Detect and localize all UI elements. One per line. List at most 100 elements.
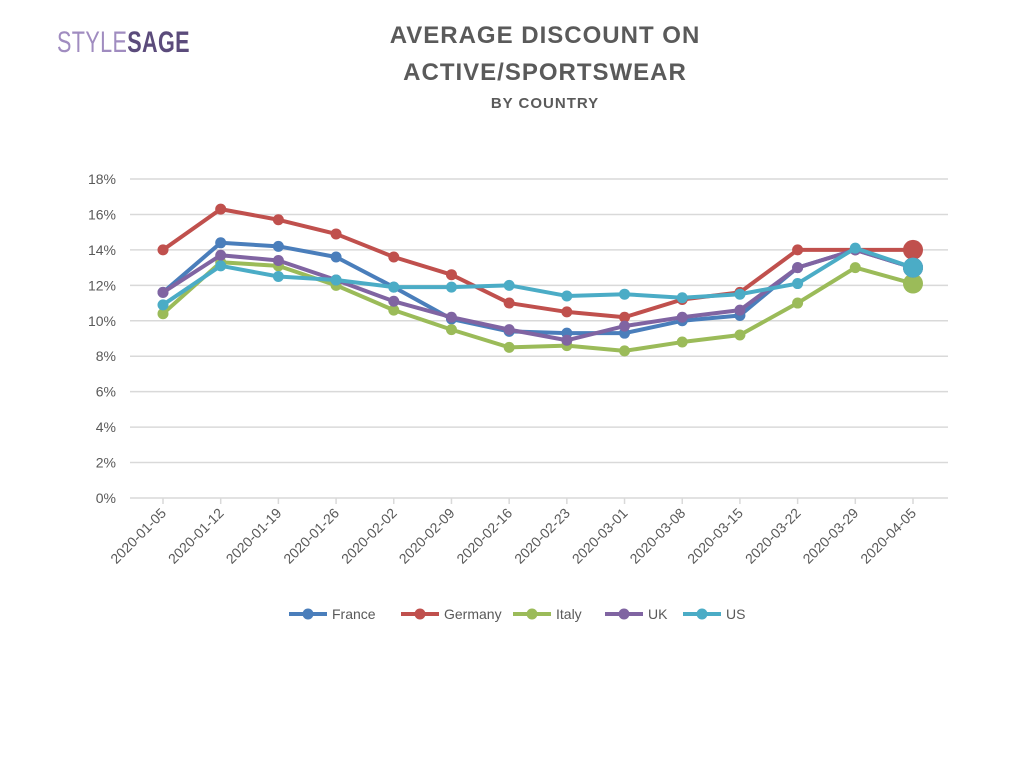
y-tick-label: 10%: [88, 313, 116, 329]
y-tick-label: 16%: [88, 206, 116, 222]
legend-item-italy: Italy: [513, 606, 582, 622]
y-tick-label: 8%: [96, 348, 116, 364]
x-tick-label: 2020-02-23: [511, 505, 573, 567]
data-point-germany: [619, 311, 631, 323]
data-point-germany: [157, 244, 169, 256]
legend-swatch-marker: [696, 608, 708, 620]
series-france: [157, 237, 923, 339]
data-point-germany: [388, 251, 400, 263]
data-point-uk: [734, 304, 746, 316]
legend-label: France: [332, 606, 376, 622]
legend-item-uk: UK: [605, 606, 668, 622]
data-point-us: [445, 281, 457, 293]
data-point-italy: [157, 308, 169, 320]
data-point-france: [330, 251, 342, 263]
data-point-us: [792, 278, 804, 290]
data-point-germany: [503, 297, 515, 309]
legend-label: US: [726, 606, 745, 622]
data-point-uk: [272, 255, 284, 267]
data-point-italy: [734, 329, 746, 341]
y-axis-ticks: 0% 2% 4% 6% 8% 10% 12% 14% 16% 18%: [88, 171, 116, 506]
x-tick-label: 2020-01-05: [107, 505, 169, 567]
series-line-uk: [161, 247, 915, 343]
logo-style-text: STYLE: [57, 26, 128, 59]
data-point-france: [215, 237, 227, 249]
data-point-germany: [272, 214, 284, 226]
data-point-us: [903, 257, 923, 278]
x-tick-label: 2020-03-15: [684, 505, 746, 567]
x-tick-label: 2020-03-08: [626, 505, 688, 567]
data-point-germany: [903, 239, 923, 260]
data-point-us: [561, 290, 573, 302]
legend-label: Italy: [556, 606, 582, 622]
y-tick-label: 2%: [96, 455, 116, 471]
x-tick-label: 2020-04-05: [857, 505, 919, 567]
data-point-germany: [792, 244, 804, 256]
data-point-uk: [157, 286, 169, 298]
data-point-uk: [388, 295, 400, 307]
data-point-italy: [619, 345, 631, 357]
data-point-uk: [676, 311, 688, 323]
y-tick-label: 6%: [96, 384, 116, 400]
data-point-us: [388, 281, 400, 293]
data-point-us: [330, 274, 342, 286]
data-point-italy: [849, 262, 861, 274]
x-tick-label: 2020-02-09: [396, 505, 458, 567]
legend-label: Germany: [444, 606, 502, 622]
gridlines: [130, 178, 948, 499]
data-point-uk: [561, 334, 573, 346]
legend-swatch-marker: [526, 608, 538, 620]
x-tick-label: 2020-01-19: [223, 505, 285, 567]
x-axis-ticks: 2020-01-052020-01-122020-01-192020-01-26…: [107, 498, 919, 567]
stylesage-logo: STYLESAGE: [57, 26, 190, 60]
data-point-us: [157, 299, 169, 311]
data-point-us: [676, 292, 688, 304]
data-point-us: [215, 260, 227, 272]
legend-label: UK: [648, 606, 668, 622]
y-tick-label: 18%: [88, 171, 116, 187]
data-point-france: [272, 240, 284, 252]
data-point-germany: [561, 306, 573, 318]
x-tick-label: 2020-02-16: [453, 505, 515, 567]
series-line-italy: [161, 260, 915, 353]
data-point-italy: [503, 341, 515, 353]
data-point-us: [272, 270, 284, 282]
x-tick-label: 2020-03-29: [799, 505, 861, 567]
data-point-uk: [503, 324, 515, 336]
data-point-italy: [903, 273, 923, 294]
data-point-uk: [445, 311, 457, 323]
data-point-italy: [792, 297, 804, 309]
chart-title-line2: ACTIVE/SPORTSWEAR: [403, 59, 687, 86]
legend-item-germany: Germany: [401, 606, 502, 622]
x-tick-label: 2020-01-26: [280, 505, 342, 567]
x-tick-label: 2020-01-12: [165, 505, 227, 567]
y-tick-label: 14%: [88, 242, 116, 258]
series-line-us: [161, 246, 915, 307]
data-point-us: [619, 288, 631, 300]
data-point-us: [849, 242, 861, 254]
y-tick-label: 4%: [96, 419, 116, 435]
logo-sage-text: SAGE: [127, 26, 190, 59]
data-point-germany: [215, 203, 227, 215]
data-point-italy: [388, 304, 400, 316]
data-point-uk: [619, 320, 631, 332]
data-point-italy: [676, 336, 688, 348]
legend-item-us: US: [683, 606, 745, 622]
legend: France Germany Italy UK US: [289, 606, 745, 622]
chart-subtitle: BY COUNTRY: [490, 95, 600, 112]
series-us: [157, 242, 923, 311]
series-line-germany: [161, 207, 915, 320]
data-point-italy: [445, 324, 457, 336]
data-point-uk: [215, 249, 227, 261]
data-point-uk: [792, 262, 804, 274]
legend-swatch-marker: [414, 608, 426, 620]
legend-swatch-marker: [618, 608, 630, 620]
y-tick-label: 0%: [96, 490, 116, 506]
series-lines: [157, 203, 923, 357]
x-tick-label: 2020-02-02: [338, 505, 400, 567]
data-point-germany: [330, 228, 342, 240]
data-point-us: [734, 288, 746, 300]
legend-swatch-marker: [302, 608, 314, 620]
y-tick-label: 12%: [88, 277, 116, 293]
